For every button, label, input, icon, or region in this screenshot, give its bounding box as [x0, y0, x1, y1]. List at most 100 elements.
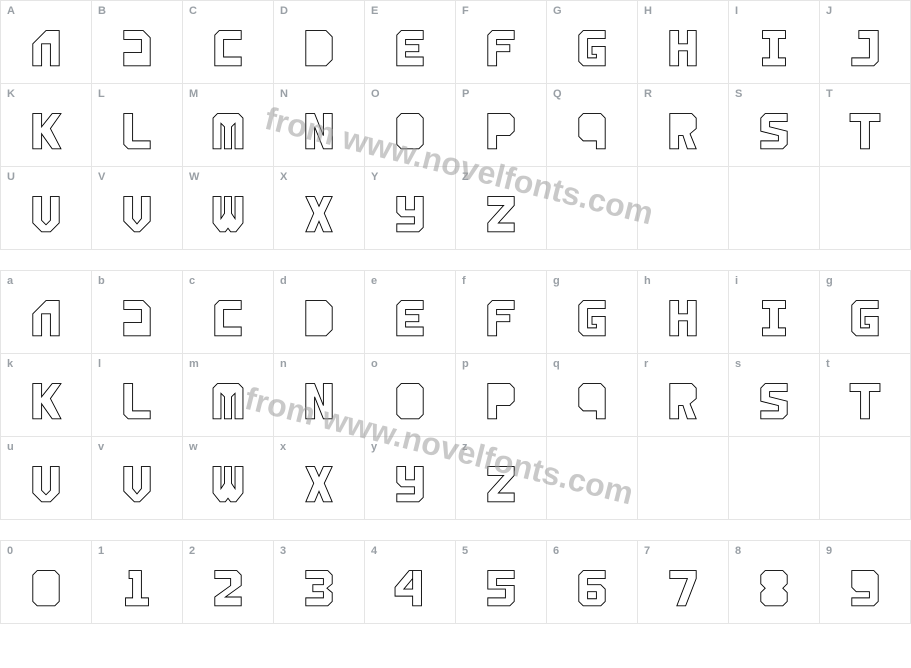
- cell-label: g: [553, 275, 560, 287]
- glyph-0: [24, 566, 68, 610]
- glyph-X: [297, 462, 341, 506]
- glyph-cell: p: [456, 354, 547, 437]
- glyph-M: [206, 109, 250, 153]
- glyph-cell: 7: [638, 541, 729, 624]
- glyph-cell: K: [1, 84, 92, 167]
- glyph-cell: E: [365, 1, 456, 84]
- glyph-cell: 4: [365, 541, 456, 624]
- glyph-V: [115, 192, 159, 236]
- glyph-F: [479, 26, 523, 70]
- glyph-cell: O: [365, 84, 456, 167]
- glyph-Y: [388, 462, 432, 506]
- glyph-5: [479, 566, 523, 610]
- glyph-cell: e: [365, 271, 456, 354]
- glyph-cell: h: [638, 271, 729, 354]
- cell-label: 4: [371, 545, 377, 557]
- cell-label: r: [644, 358, 648, 370]
- glyph-cell: 0: [1, 541, 92, 624]
- cell-label: y: [371, 441, 377, 453]
- cell-label: e: [371, 275, 377, 287]
- glyph-P: [479, 109, 523, 153]
- cell-label: 2: [189, 545, 195, 557]
- glyph-G: [843, 296, 887, 340]
- glyph-cell: Y: [365, 167, 456, 250]
- glyph-L: [115, 379, 159, 423]
- glyph-Y: [388, 192, 432, 236]
- cell-label: I: [735, 5, 738, 17]
- glyph-S: [752, 109, 796, 153]
- cell-label: 5: [462, 545, 468, 557]
- glyph-U: [24, 192, 68, 236]
- cell-label: d: [280, 275, 287, 287]
- glyph-cell: [547, 437, 638, 520]
- glyph-chart-root: ABCDEFGHIJKLMNOPQRSTUVWXYZabcdefghigklmn…: [0, 0, 911, 624]
- glyph-6: [570, 566, 614, 610]
- glyph-cell: 9: [820, 541, 911, 624]
- cell-label: U: [7, 171, 15, 183]
- glyph-B: [115, 296, 159, 340]
- cell-label: Z: [462, 171, 469, 183]
- glyph-W: [206, 462, 250, 506]
- glyph-cell: r: [638, 354, 729, 437]
- cell-label: b: [98, 275, 105, 287]
- glyph-N: [297, 379, 341, 423]
- glyph-I: [752, 296, 796, 340]
- glyph-cell: g: [820, 271, 911, 354]
- cell-label: R: [644, 88, 652, 100]
- glyph-cell: V: [92, 167, 183, 250]
- glyph-cell: L: [92, 84, 183, 167]
- glyph-cell: T: [820, 84, 911, 167]
- cell-label: v: [98, 441, 104, 453]
- glyph-cell: n: [274, 354, 365, 437]
- glyph-cell: [729, 167, 820, 250]
- cell-label: a: [7, 275, 13, 287]
- glyph-cell: N: [274, 84, 365, 167]
- cell-label: Y: [371, 171, 379, 183]
- glyph-cell: y: [365, 437, 456, 520]
- glyph-cell: A: [1, 1, 92, 84]
- cell-label: h: [644, 275, 651, 287]
- glyph-Z: [479, 192, 523, 236]
- glyph-2: [206, 566, 250, 610]
- glyph-M: [206, 379, 250, 423]
- glyph-cell: i: [729, 271, 820, 354]
- glyph-cell: Q: [547, 84, 638, 167]
- glyph-cell: v: [92, 437, 183, 520]
- cell-label: q: [553, 358, 560, 370]
- glyph-cell: a: [1, 271, 92, 354]
- glyph-cell: o: [365, 354, 456, 437]
- cell-label: D: [280, 5, 288, 17]
- cell-label: n: [280, 358, 287, 370]
- glyph-cell: D: [274, 1, 365, 84]
- glyph-X: [297, 192, 341, 236]
- cell-label: W: [189, 171, 200, 183]
- glyph-cell: x: [274, 437, 365, 520]
- cell-label: O: [371, 88, 380, 100]
- glyph-D: [297, 296, 341, 340]
- glyph-cell: 8: [729, 541, 820, 624]
- glyph-cell: [729, 437, 820, 520]
- cell-label: m: [189, 358, 199, 370]
- glyph-T: [843, 109, 887, 153]
- cell-label: 9: [826, 545, 832, 557]
- glyph-cell: g: [547, 271, 638, 354]
- cell-label: K: [7, 88, 15, 100]
- glyph-R: [661, 109, 705, 153]
- cell-label: k: [7, 358, 13, 370]
- glyph-cell: P: [456, 84, 547, 167]
- glyph-F: [479, 296, 523, 340]
- cell-label: f: [462, 275, 466, 287]
- cell-label: N: [280, 88, 288, 100]
- glyph-E: [388, 296, 432, 340]
- glyph-O: [388, 379, 432, 423]
- glyph-9: [843, 566, 887, 610]
- glyph-C: [206, 296, 250, 340]
- glyph-W: [206, 192, 250, 236]
- glyph-grid-lower: abcdefghigklmnopqrstuvwxyz: [0, 270, 911, 520]
- glyph-J: [843, 26, 887, 70]
- glyph-cell: 1: [92, 541, 183, 624]
- glyph-cell: q: [547, 354, 638, 437]
- cell-label: E: [371, 5, 379, 17]
- glyph-cell: z: [456, 437, 547, 520]
- cell-label: J: [826, 5, 832, 17]
